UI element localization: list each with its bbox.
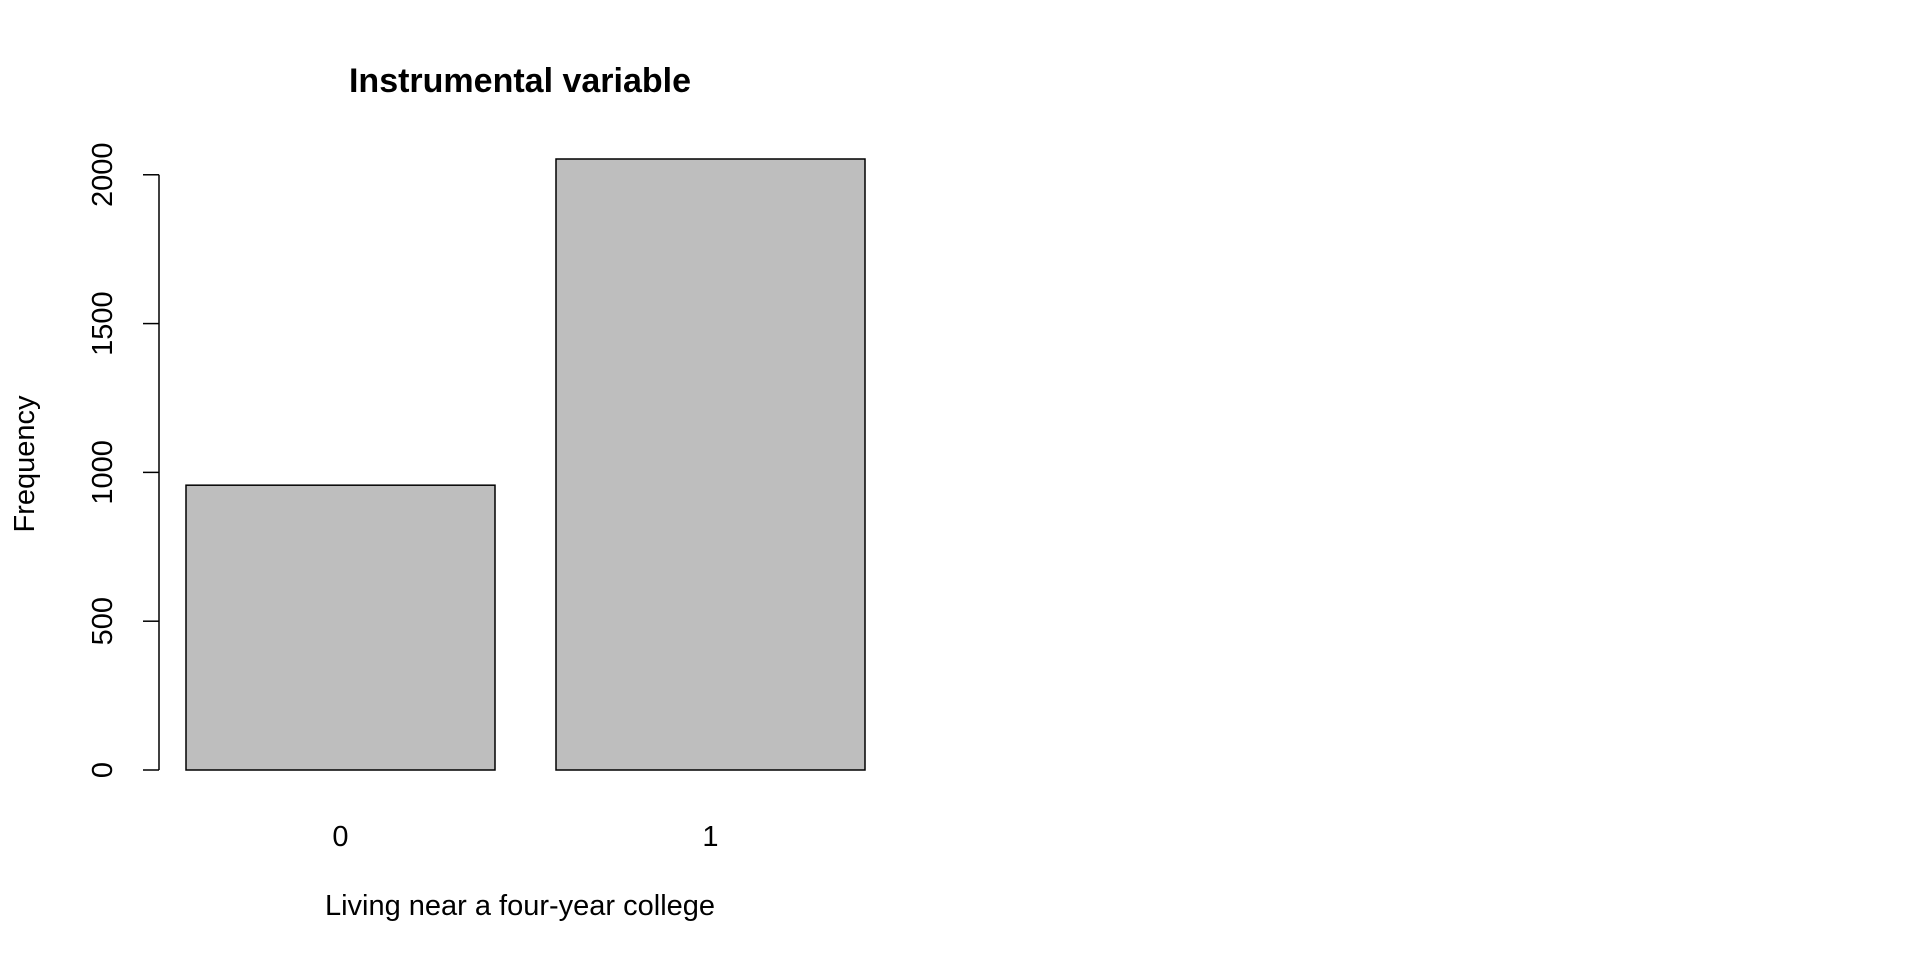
y-tick-label: 0 (87, 762, 119, 778)
bar-1 (555, 158, 866, 771)
y-tick-label: 500 (87, 597, 119, 645)
bars-group (185, 158, 866, 771)
x-tick-label: 0 (332, 821, 348, 853)
y-axis: 0 500 1000 1500 2000 (87, 143, 160, 778)
bar-0 (185, 484, 496, 771)
y-tick-label: 1000 (87, 440, 119, 505)
x-tick-label: 1 (702, 821, 718, 853)
y-tick-label: 2000 (87, 143, 119, 208)
y-tick-label: 1500 (87, 291, 119, 356)
x-axis-label: Living near a four-year college (325, 890, 715, 922)
y-axis-label: Frequency (9, 395, 41, 533)
chart-title: Instrumental variable (349, 62, 691, 100)
